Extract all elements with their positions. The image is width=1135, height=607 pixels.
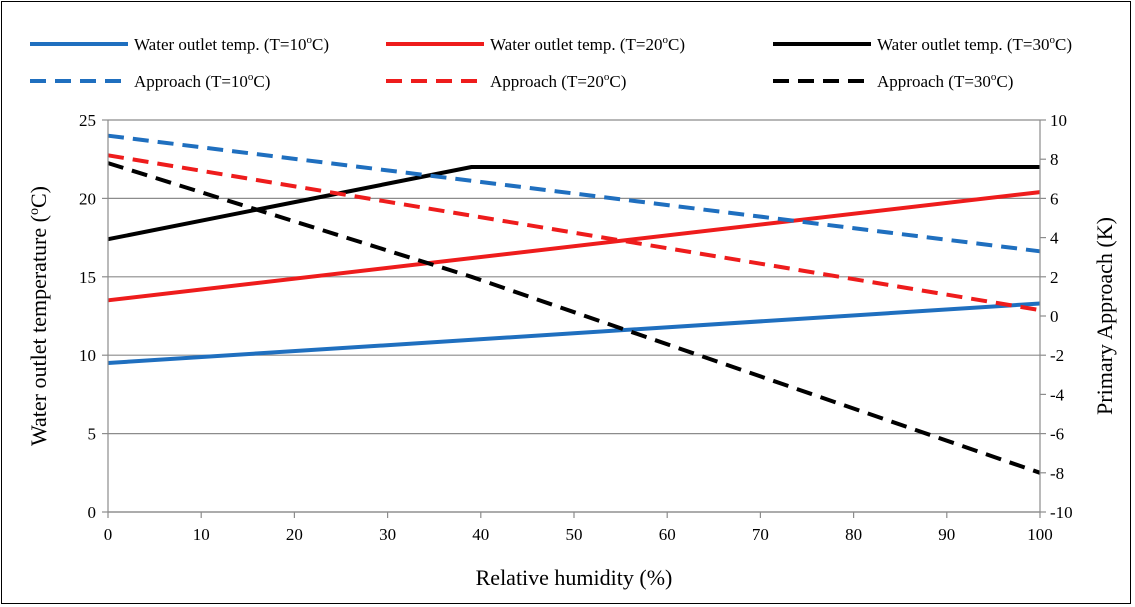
y-left-tick-label: 25 bbox=[79, 111, 96, 130]
x-tick-label: 60 bbox=[659, 525, 676, 544]
legend-label-suffix: C) bbox=[609, 72, 626, 91]
legend-label-sup: o bbox=[307, 34, 313, 46]
legend-label-sup: o bbox=[991, 71, 997, 83]
x-tick-label: 0 bbox=[104, 525, 113, 544]
y-right-tick-label: 10 bbox=[1050, 111, 1067, 130]
y-left-tick-label: 5 bbox=[88, 425, 97, 444]
legend-label-5: Approach (T=20oC) bbox=[490, 71, 626, 91]
legend-label-2: Water outlet temp. (T=20oC) bbox=[490, 34, 685, 54]
y-right-tick-label: -6 bbox=[1050, 425, 1064, 444]
y-left-tick-label: 15 bbox=[79, 268, 96, 287]
y-axis-left-title: Water outlet temperature (oC) bbox=[26, 186, 51, 446]
legend-label-prefix: Water outlet temp. (T=10 bbox=[134, 35, 307, 54]
x-tick-label: 70 bbox=[752, 525, 769, 544]
legend-label-sup: o bbox=[663, 34, 669, 46]
y-right-tick-label: 6 bbox=[1050, 189, 1059, 208]
y-right-tick-label: 8 bbox=[1050, 150, 1059, 169]
series-line-1 bbox=[107, 301, 1041, 365]
legend-label-prefix: Water outlet temp. (T=20 bbox=[490, 35, 663, 54]
legend-label-suffix: C) bbox=[312, 35, 329, 54]
axes: 0 10 20 30 40 50 60 70 80 90 1000510152025-10-8-6-… bbox=[79, 111, 1073, 544]
x-tick-label: 10 bbox=[193, 525, 210, 544]
legend-label-prefix: Approach (T=20 bbox=[490, 72, 604, 91]
legend-label-prefix: Approach (T=30 bbox=[877, 72, 991, 91]
y-right-tick-label: 2 bbox=[1050, 268, 1059, 287]
x-tick-label: 80 bbox=[845, 525, 862, 544]
x-tick-label: 30 bbox=[379, 525, 396, 544]
legend-label-6: Approach (T=30oC) bbox=[877, 71, 1013, 91]
series-line-6 bbox=[107, 161, 1041, 475]
legend-label-suffix: C) bbox=[253, 72, 270, 91]
legend-label-prefix: Approach (T=10 bbox=[134, 72, 248, 91]
x-tick-label: 50 bbox=[566, 525, 583, 544]
y-left-tick-label: 10 bbox=[79, 346, 96, 365]
y-axis-right-title: Primary Approach (K) bbox=[1092, 217, 1117, 415]
series-line-4 bbox=[107, 133, 1041, 254]
x-axis-title: Relative humidity (%) bbox=[476, 565, 673, 590]
y-left-tick-label: 0 bbox=[88, 503, 97, 522]
legend-label-sup: o bbox=[604, 71, 610, 83]
series-line-5 bbox=[107, 153, 1041, 313]
legend-label-suffix: C) bbox=[1055, 35, 1072, 54]
series-layer bbox=[107, 133, 1041, 475]
x-tick-label: 20 bbox=[286, 525, 303, 544]
legend-label-3: Water outlet temp. (T=30oC) bbox=[877, 34, 1072, 54]
y-axis-left-title-prefix: Water outlet temperature ( bbox=[26, 215, 51, 446]
series-line-3 bbox=[107, 165, 1040, 242]
y-right-tick-label: 0 bbox=[1050, 307, 1059, 326]
legend-label-prefix: Water outlet temp. (T=30 bbox=[877, 35, 1050, 54]
x-tick-label: 40 bbox=[472, 525, 489, 544]
legend-label-1: Water outlet temp. (T=10oC) bbox=[134, 34, 329, 54]
legend-label-sup: o bbox=[248, 71, 254, 83]
x-tick-label: 100 bbox=[1027, 525, 1053, 544]
y-right-tick-label: -2 bbox=[1050, 346, 1064, 365]
y-right-tick-label: -8 bbox=[1050, 464, 1064, 483]
legend-label-suffix: C) bbox=[996, 72, 1013, 91]
y-left-tick-label: 20 bbox=[79, 189, 96, 208]
y-right-tick-label: -4 bbox=[1050, 385, 1065, 404]
grid bbox=[108, 119, 1040, 513]
y-right-tick-label: -10 bbox=[1050, 503, 1073, 522]
y-axis-left-title-sup: o bbox=[27, 208, 42, 215]
legend: Water outlet temp. (T=10oC) Water outlet … bbox=[30, 34, 1072, 91]
legend-label-suffix: C) bbox=[668, 35, 685, 54]
y-axis-left-title-suffix: C) bbox=[26, 186, 51, 208]
series-line-2 bbox=[107, 190, 1041, 303]
legend-label-sup: o bbox=[1050, 34, 1056, 46]
x-tick-label: 90 bbox=[938, 525, 955, 544]
y-right-tick-label: 4 bbox=[1050, 229, 1059, 248]
legend-label-4: Approach (T=10oC) bbox=[134, 71, 270, 91]
